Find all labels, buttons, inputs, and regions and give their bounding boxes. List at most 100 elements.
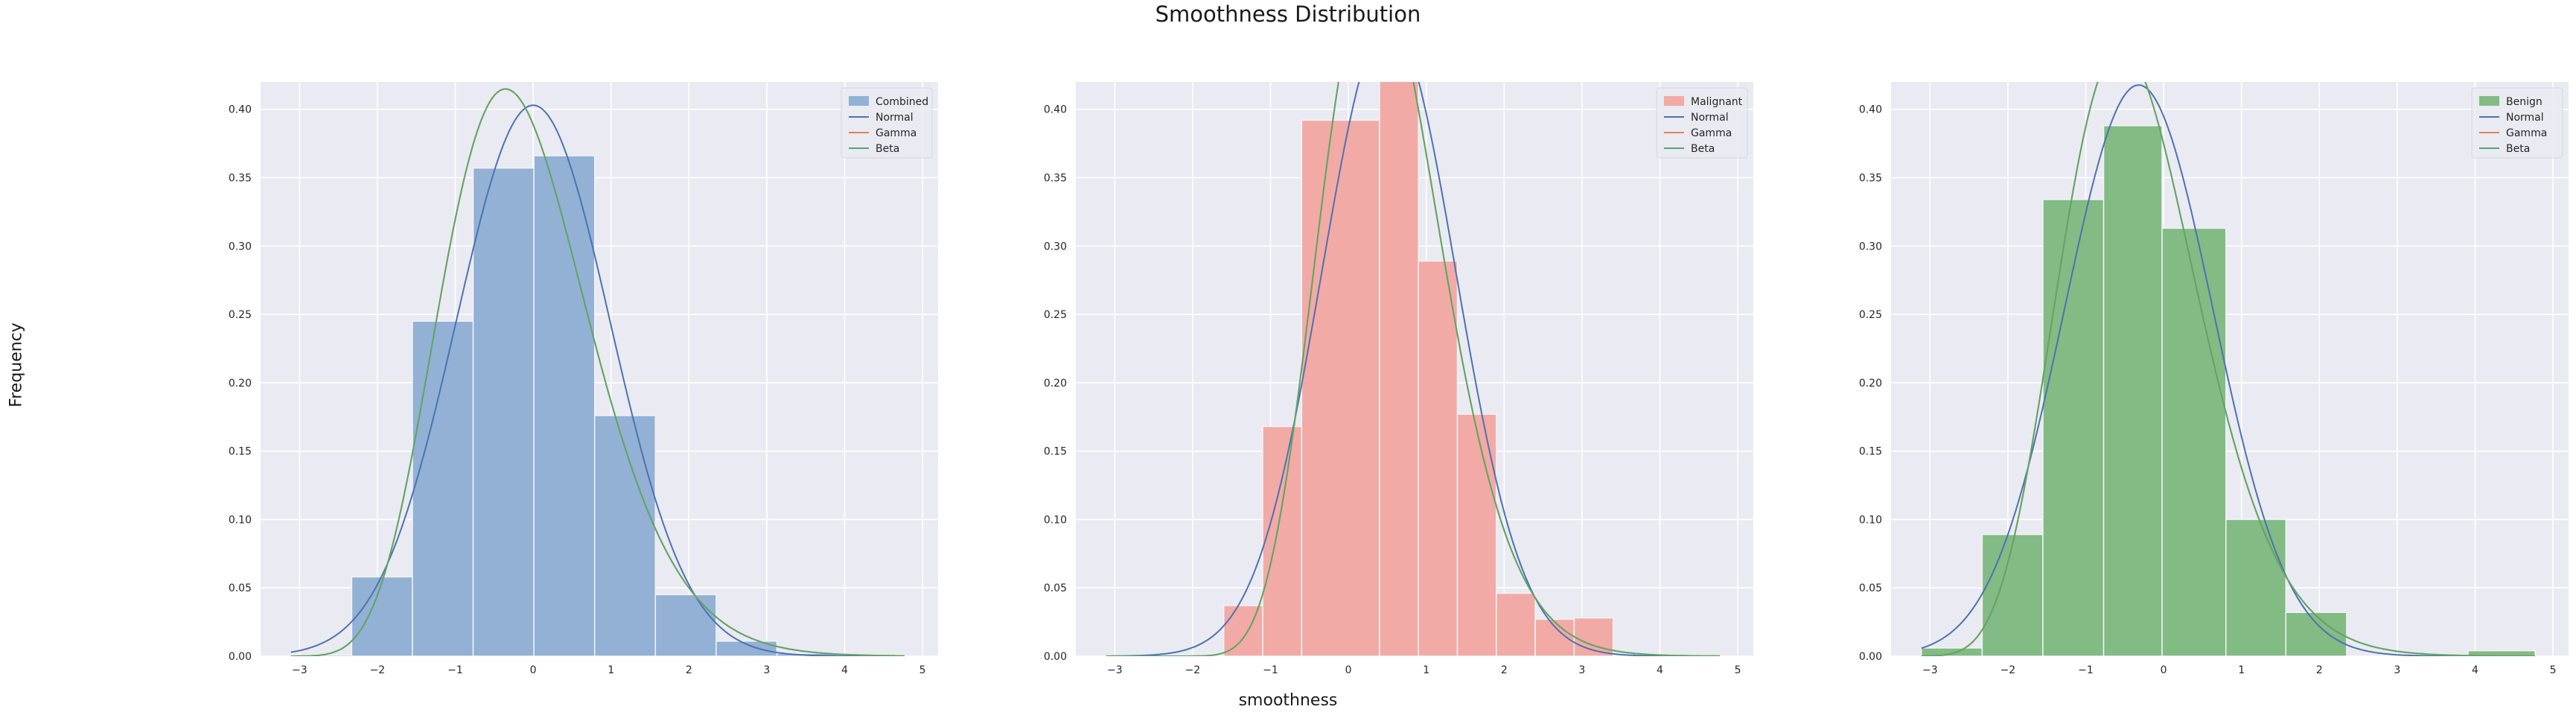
legend-label: Malignant	[1691, 96, 1743, 108]
panel-benign: 0.00 0.05 0.10 0.15 0.20 0.25 0.30 0.35 0.40 −3 −2…	[1859, 82, 2569, 676]
histogram-bar	[1379, 82, 1419, 656]
legend-label: Normal	[1691, 112, 1729, 124]
x-tick-label: 3	[763, 664, 770, 676]
legend: Malignant Normal Gamma Beta	[1656, 87, 1748, 159]
histogram-bar	[472, 167, 535, 656]
legend-label: Gamma	[2506, 127, 2547, 139]
y-tick-label: 0.00	[1859, 651, 1882, 663]
y-tick-label: 0.05	[229, 582, 252, 594]
beta-curve	[290, 88, 905, 656]
x-tick-label: 2	[2316, 664, 2323, 676]
x-tick-label: −1	[2078, 664, 2094, 676]
x-tick-label: 2	[1501, 664, 1508, 676]
x-tick-label: −2	[1185, 664, 1201, 676]
histogram-bar	[1534, 618, 1575, 656]
y-tick-label: 0.30	[229, 241, 252, 252]
y-tick-label: 0.20	[229, 378, 252, 390]
y-tick-label: 0.25	[1044, 309, 1067, 321]
x-tick-label: 0	[530, 664, 537, 676]
x-tick-label: −2	[370, 664, 386, 676]
histogram-bar	[2285, 611, 2347, 656]
histogram-bar	[654, 594, 717, 656]
y-tick-label: 0.20	[1044, 378, 1067, 390]
y-tick-label: 0.05	[1044, 582, 1067, 594]
x-tick-label: 4	[1657, 664, 1663, 676]
legend-label: Gamma	[1691, 127, 1732, 139]
legend: Benign Normal Gamma Beta	[2471, 87, 2563, 159]
legend-swatch	[849, 96, 869, 106]
y-tick-label: 0.10	[1044, 514, 1067, 526]
panel-malignant: 0.00 0.05 0.10 0.15 0.20 0.25 0.30 0.35 0.40 −3 −2…	[1044, 82, 1753, 676]
histogram-bar	[2102, 124, 2163, 656]
histogram-bar	[1301, 119, 1380, 656]
legend-label: Benign	[2506, 96, 2542, 108]
y-tick-label: 0.25	[1859, 309, 1882, 321]
y-tick-label: 0.30	[1859, 241, 1882, 252]
histogram-bar	[1981, 533, 2044, 656]
legend-label: Combined	[876, 96, 928, 108]
histogram-bar	[715, 641, 778, 656]
histogram-bar	[2225, 518, 2287, 656]
histogram-bar	[351, 576, 413, 656]
histogram-bar	[1418, 260, 1458, 656]
x-tick-label: 3	[1578, 664, 1585, 676]
beta-curve	[1921, 82, 2535, 656]
histogram-bar	[1921, 647, 1983, 656]
x-tick-label: 1	[1423, 664, 1429, 676]
histogram-bar	[2161, 227, 2227, 656]
x-tick-label: 0	[2161, 664, 2167, 676]
histogram-bar	[1496, 592, 1536, 656]
histogram-bar	[1262, 425, 1303, 656]
panel-combined: 0.00 0.05 0.10 0.15 0.20 0.25 0.30 0.35 0.40 −3 −2…	[229, 82, 938, 676]
y-tick-label: 0.20	[1859, 378, 1882, 390]
y-tick-label: 0.15	[229, 446, 252, 458]
legend-label: Normal	[2506, 112, 2544, 124]
legend-label: Normal	[876, 112, 914, 124]
y-tick-label: 0.40	[1859, 104, 1882, 116]
y-tick-label: 0.00	[229, 651, 252, 663]
histogram-bar	[2042, 199, 2105, 656]
y-tick-label: 0.00	[1044, 651, 1067, 663]
y-tick-label: 0.40	[229, 104, 252, 116]
figure-title: Smoothness Distribution	[1155, 1, 1421, 27]
x-tick-label: −3	[292, 664, 307, 676]
histogram-bar	[593, 415, 657, 656]
histogram-bar	[412, 320, 474, 656]
x-tick-label: −3	[1922, 664, 1938, 676]
legend-label: Gamma	[876, 127, 916, 139]
normal-curve	[1921, 84, 2535, 656]
legend-label: Beta	[2506, 143, 2530, 155]
x-tick-label: 5	[1735, 664, 1741, 676]
legend-swatch	[1664, 96, 1684, 106]
legend-label: Beta	[876, 143, 899, 155]
normal-curve	[1106, 82, 1720, 656]
y-tick-label: 0.10	[1859, 514, 1882, 526]
x-tick-label: 5	[2550, 664, 2557, 676]
y-tick-label: 0.30	[1044, 241, 1067, 252]
y-tick-label: 0.35	[1859, 173, 1882, 185]
y-tick-label: 0.05	[1859, 582, 1882, 594]
legend: Combined Normal Gamma Beta	[841, 87, 933, 159]
histogram-bar	[533, 155, 596, 656]
y-tick-label: 0.35	[1044, 173, 1067, 185]
y-tick-label: 0.15	[1044, 446, 1067, 458]
legend-swatch	[2479, 96, 2499, 106]
y-tick-label: 0.15	[1859, 446, 1882, 458]
x-tick-label: 1	[608, 664, 614, 676]
beta-curve	[1106, 82, 1720, 656]
y-tick-label: 0.40	[1044, 104, 1067, 116]
x-tick-label: 2	[686, 664, 692, 676]
x-tick-label: 1	[2238, 664, 2245, 676]
x-tick-label: 4	[841, 664, 848, 676]
x-tick-label: −2	[2000, 664, 2016, 676]
y-tick-label: 0.25	[229, 309, 252, 321]
x-tick-label: −1	[447, 664, 463, 676]
y-tick-label: 0.10	[229, 514, 252, 526]
normal-curve	[290, 104, 905, 656]
histogram-bar	[2467, 649, 2536, 656]
x-axis-label: smoothness	[1238, 691, 1338, 710]
x-tick-label: 4	[2472, 664, 2478, 676]
histogram-bar	[1456, 413, 1497, 656]
x-tick-label: 5	[919, 664, 926, 676]
